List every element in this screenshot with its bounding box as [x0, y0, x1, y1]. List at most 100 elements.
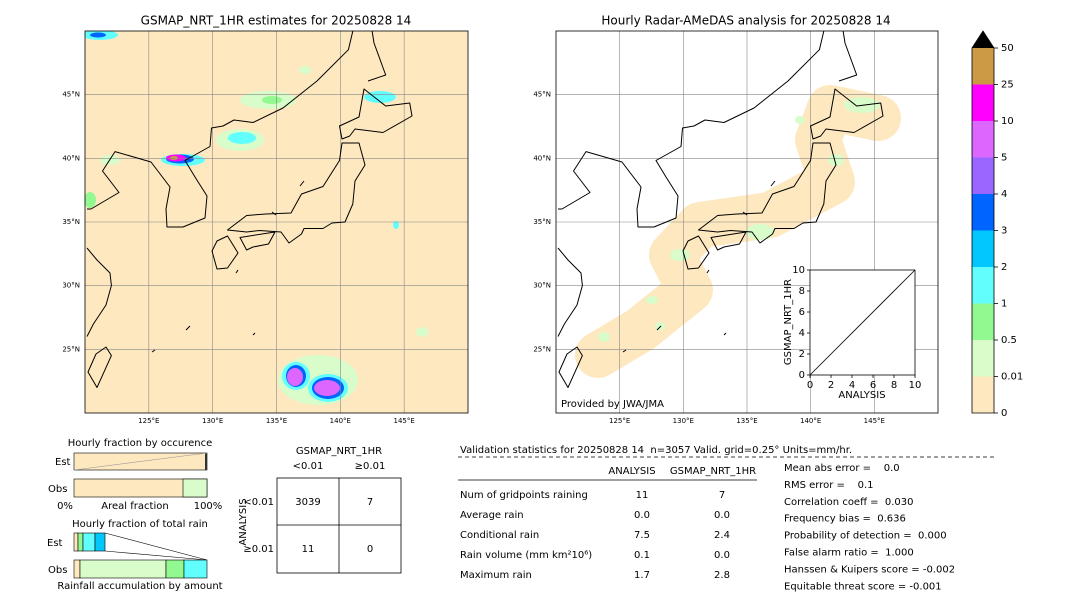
colorbar-bin: [972, 194, 994, 231]
rain-field: [85, 31, 428, 405]
lat-tick-label: 25°N: [62, 345, 80, 353]
inset-ylabel: GSMAP_NRT_1HR: [783, 279, 794, 365]
colorbar-extend: [972, 31, 994, 48]
colorbar-label: 5: [1001, 153, 1007, 164]
table-cell: 2.4: [714, 530, 730, 541]
colorbar-bin: [972, 340, 994, 377]
score: RMS error = 0.1: [784, 480, 874, 491]
bar-line: [73, 452, 208, 471]
obs-segment: [73, 559, 81, 579]
score: Mean abs error = 0.0: [784, 463, 900, 474]
est-segment: [73, 532, 79, 552]
obs-bar-segment: [182, 478, 208, 498]
y-tick-label: 0: [799, 370, 805, 381]
row-label: Obs: [48, 565, 67, 576]
colorbar-bin: [972, 376, 994, 413]
scores: Mean abs error = 0.0 RMS error = 0.1 Corre…: [784, 463, 955, 592]
colorbar: 0 0.01 0.5 1 2 3 4 5 10 25 50: [971, 30, 1023, 419]
table-cell: 2.8: [714, 570, 730, 581]
table-cell: 11: [636, 490, 649, 501]
est-segment: [77, 532, 84, 552]
y-tick-label: 2: [799, 349, 805, 360]
colorbar-label: 3: [1001, 226, 1007, 237]
right-map: Hourly Radar-AMeDAS analysis for 2025082…: [555, 14, 939, 414]
credit: Provided by JWA/JMA: [561, 399, 664, 410]
lon-tick-label: 135°E: [736, 417, 757, 425]
colorbar-label: 50: [1001, 43, 1014, 54]
lat-tick-label: 45°N: [533, 91, 551, 99]
x-tick-label: 0: [807, 380, 813, 391]
x-tick-label: 6: [870, 380, 876, 391]
bar-line: [104, 550, 208, 561]
colorbar-label: 4: [1001, 189, 1007, 200]
map-title: GSMAP_NRT_1HR estimates for 20250828 14: [141, 14, 412, 28]
panel-footer: Rainfall accumulation by amount: [57, 581, 222, 592]
table-cell: 7.5: [634, 530, 650, 541]
lat-tick-label: 30°N: [533, 282, 551, 290]
table-cell: 0.1: [634, 550, 650, 561]
colorbar-bin: [972, 303, 994, 340]
y-tick-label: 6: [799, 307, 805, 318]
row-label: Num of gridpoints raining: [460, 490, 588, 501]
inset-xlabel: ANALYSIS: [838, 390, 885, 401]
row-title: ANALYSIS: [238, 498, 249, 545]
panel-title: Hourly fraction by occurence: [68, 438, 212, 449]
colorbar-label: 0.01: [1001, 372, 1023, 383]
colorbar-bin: [972, 84, 994, 121]
lon-tick-label: 145°E: [394, 417, 415, 425]
row-label: Est: [47, 538, 63, 549]
column-header: GSMAP_NRT_1HR: [670, 466, 756, 477]
obs-segment: [79, 559, 167, 579]
map-frame: [84, 30, 469, 414]
lon-tick-label: 135°E: [266, 417, 287, 425]
table-title: GSMAP_NRT_1HR: [296, 446, 382, 457]
x-tick-label: 2: [828, 380, 834, 391]
colorbar-label: 0.5: [1001, 335, 1017, 346]
colorbar-bin: [972, 157, 994, 194]
row-header: <0.01: [243, 497, 274, 508]
lat-tick-label: 40°N: [533, 154, 551, 162]
lat-tick-label: 40°N: [62, 154, 80, 162]
axis-label: 100%: [194, 501, 223, 512]
row-header: ≥0.01: [243, 544, 274, 555]
table-cell: 7: [719, 490, 725, 501]
lon-tick-label: 125°E: [138, 417, 159, 425]
x-tick-label: 8: [891, 380, 897, 391]
y-tick-label: 8: [799, 286, 805, 297]
lat-tick-label: 25°N: [533, 345, 551, 353]
axis-label: 0%: [57, 501, 73, 512]
table-cell: 1.7: [634, 570, 650, 581]
score: Equitable threat score = -0.001: [784, 581, 942, 592]
map-frame: [555, 30, 939, 414]
row-label: Average rain: [460, 510, 524, 521]
row-label: Conditional rain: [460, 530, 539, 541]
colorbar-label: 2: [1001, 262, 1007, 273]
row-label: Obs: [48, 484, 67, 495]
score: Correlation coeff = 0.030: [784, 497, 914, 508]
contingency-table: GSMAP_NRT_1HR ANALYSIS <0.01 ≥0.01 <0.01 30…: [238, 446, 402, 574]
inset-scatter: ANALYSIS GSMAP_NRT_1HR 0 2 4 6 8 10 0 2 4 6 8 10: [783, 265, 921, 401]
table-cell: 7: [367, 497, 373, 508]
colorbar-bin: [972, 121, 994, 158]
lon-tick-label: 140°E: [800, 417, 821, 425]
est-bar-tip: [205, 453, 207, 470]
score: Probability of detection = 0.000: [784, 531, 947, 542]
x-tick-label: 4: [849, 380, 855, 391]
y-tick-label: 10: [792, 265, 805, 276]
lat-tick-label: 35°N: [533, 218, 551, 226]
colorbar-label: 10: [1001, 116, 1014, 127]
colorbar-label: 25: [1001, 80, 1014, 91]
table-cell: 0: [367, 544, 373, 555]
obs-segment: [165, 559, 185, 579]
lon-tick-label: 140°E: [330, 417, 351, 425]
score: Hanssen & Kuipers score = -0.002: [784, 564, 955, 575]
lon-tick-label: 125°E: [609, 417, 630, 425]
colorbar-label: 0: [1001, 408, 1007, 419]
table-cell: 0.0: [714, 550, 730, 561]
lat-tick-label: 30°N: [62, 282, 80, 290]
diagonal: [809, 269, 916, 376]
row-label: Rain volume (mm km²10⁶): [460, 550, 592, 561]
total-rain-panel: Hourly fraction of total rain Est Obs Ra…: [47, 519, 223, 592]
map-title: Hourly Radar-AMeDAS analysis for 2025082…: [601, 14, 890, 28]
validation-table: Validation statistics for 20250828 14 n=…: [458, 445, 997, 581]
